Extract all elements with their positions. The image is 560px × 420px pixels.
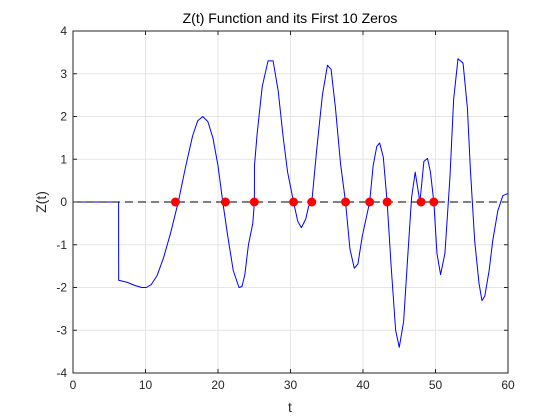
y-tick-label: 1 — [60, 152, 67, 166]
x-tick-label: 20 — [211, 378, 225, 392]
zero-marker — [341, 197, 351, 207]
chart-title: Z(t) Function and its First 10 Zeros — [183, 10, 398, 26]
z-function-curve — [73, 58, 509, 348]
y-tick-label: 3 — [60, 67, 67, 81]
tick-layer: 0 10 20 30 40 50 60 -4 -3 -2 -1 0 1 2 3 4 — [56, 24, 515, 392]
y-tick-label: -3 — [56, 323, 67, 337]
y-tick-label: 2 — [60, 110, 67, 124]
zero-marker — [220, 197, 230, 207]
x-tick-label: 40 — [356, 378, 370, 392]
zero-marker — [170, 197, 180, 207]
x-tick-label: 50 — [429, 378, 443, 392]
zero-marker — [307, 197, 317, 207]
x-tick-label: 60 — [501, 378, 515, 392]
zero-marker — [416, 197, 426, 207]
x-tick-label: 10 — [139, 378, 153, 392]
zero-marker — [249, 197, 259, 207]
zero-marker — [289, 197, 299, 207]
y-tick-label: -1 — [56, 238, 67, 252]
x-axis-label: t — [288, 399, 292, 415]
zero-marker — [382, 197, 392, 207]
y-tick-label: 0 — [60, 195, 67, 209]
y-tick-label: 4 — [60, 24, 67, 38]
y-tick-label: -2 — [56, 281, 67, 295]
data-layer — [73, 58, 509, 348]
zero-marker — [365, 197, 375, 207]
zero-marker — [429, 197, 439, 207]
x-tick-label: 0 — [70, 378, 77, 392]
y-axis-label: Z(t) — [33, 191, 49, 213]
x-tick-label: 30 — [284, 378, 298, 392]
y-tick-label: -4 — [56, 366, 67, 380]
